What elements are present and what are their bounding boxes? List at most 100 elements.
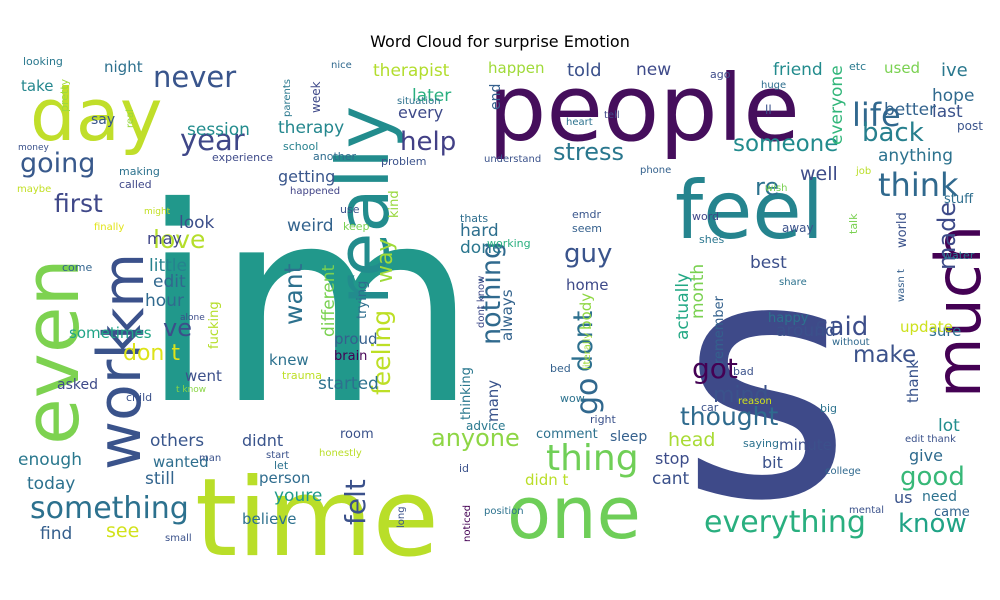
word-well: well <box>800 163 838 185</box>
word-didn-t: didn t <box>525 471 568 489</box>
word-tell: tell <box>604 110 620 121</box>
word-actually: actually <box>673 273 693 340</box>
word-wasn-t: wasn t <box>896 269 907 302</box>
word-right: right <box>590 413 617 426</box>
word-don-t: don t <box>123 341 180 366</box>
word-wow: wow <box>560 392 585 405</box>
word-happen: happen <box>488 59 544 77</box>
word-go: go <box>570 378 605 415</box>
word-edit-thank: edit thank <box>905 434 956 445</box>
word-water: water <box>943 249 975 262</box>
word-making: making <box>119 165 160 178</box>
word-use: use <box>340 203 360 216</box>
word-proud: proud <box>334 330 378 348</box>
word-trying: trying <box>355 281 370 319</box>
word-say: say <box>91 112 115 128</box>
word-situation: situation <box>397 96 441 107</box>
word-big: big <box>820 402 837 415</box>
word-comment: comment <box>536 427 598 442</box>
word-take: take <box>21 77 53 95</box>
word-us: us <box>894 488 912 507</box>
word-small: small <box>165 533 192 544</box>
word-see: see <box>106 520 139 542</box>
word-ve: ve <box>163 314 192 342</box>
word-real: real <box>125 109 136 128</box>
word-little: little <box>149 256 187 276</box>
word-literally: literally <box>582 333 593 370</box>
word-end: end <box>488 84 504 110</box>
word-trauma: trauma <box>282 369 322 382</box>
word-asked: asked <box>57 377 98 393</box>
word-stop: stop <box>655 449 690 468</box>
word-believe: believe <box>242 510 296 528</box>
word-might: might <box>144 207 171 217</box>
word-best: best <box>750 253 787 273</box>
word-noticed: noticed <box>462 505 473 542</box>
word-weird: weird <box>287 216 334 236</box>
word-experience: experience <box>212 151 273 164</box>
word-got: got <box>692 352 738 385</box>
word-emdr: emdr <box>572 208 601 221</box>
word-parents: parents <box>282 79 293 117</box>
word-man: man <box>199 453 221 464</box>
word-stuff: stuff <box>944 192 974 207</box>
word-time: time <box>195 456 439 581</box>
word-job: job <box>855 166 871 177</box>
word-body: body <box>577 293 595 330</box>
word-happened: happened <box>290 186 340 197</box>
word-shes: shes <box>699 233 724 246</box>
word-brain: brain <box>334 349 367 364</box>
word-seem: seem <box>572 222 602 235</box>
word-thinking: thinking <box>459 367 474 420</box>
word-new: new <box>636 60 671 80</box>
word-every: every <box>398 103 443 122</box>
word-remember: remember <box>712 295 727 364</box>
word-one: one <box>507 471 641 555</box>
word-edit: edit <box>153 272 186 292</box>
word-looking: looking <box>23 55 63 68</box>
word-car: car <box>701 401 719 414</box>
word-much: much <box>922 225 995 398</box>
word-feel: feel <box>675 164 824 257</box>
word-phone: phone <box>640 165 671 176</box>
word-youre: youre <box>274 486 322 506</box>
word-huge: huge <box>761 80 786 91</box>
word-thought: thought <box>680 402 779 431</box>
word-alone: alone <box>180 313 205 323</box>
word-day: day <box>30 73 162 157</box>
word-dont: dont <box>568 311 599 372</box>
word-love: love <box>153 225 205 254</box>
word-getting: getting <box>278 167 335 186</box>
word-keep: keep <box>343 220 370 233</box>
word-even: even <box>7 258 96 445</box>
word-another: another <box>313 150 356 163</box>
word-need: need <box>922 489 957 505</box>
word-head: head <box>668 429 715 451</box>
word-share: share <box>779 277 807 288</box>
word-really: really <box>321 106 405 305</box>
word-year: year <box>180 123 245 157</box>
word-ive: ive <box>941 60 968 81</box>
word-didnt: didnt <box>242 431 283 450</box>
word-always: always <box>498 289 516 341</box>
word-first: first <box>54 189 103 218</box>
word-mind: mind <box>713 383 768 408</box>
word-thing: thing <box>546 438 639 479</box>
word-enough: enough <box>18 450 82 470</box>
word-im: im <box>140 149 478 464</box>
word-made: made <box>933 202 961 270</box>
word-around: around <box>776 321 836 341</box>
word-night: night <box>104 58 143 76</box>
word-work: work <box>85 325 155 470</box>
word-started: started <box>318 374 379 394</box>
word-bit: bit <box>762 453 783 472</box>
word-give: give <box>909 446 943 465</box>
word-world: world <box>895 212 910 248</box>
word-room: room <box>340 427 374 442</box>
word-bed: bed <box>550 362 571 375</box>
word-heart: heart <box>566 117 593 128</box>
word-something: something <box>30 491 189 526</box>
word-update: update <box>900 318 953 336</box>
word-kind: kind <box>387 190 402 218</box>
word-others: others <box>150 431 204 451</box>
